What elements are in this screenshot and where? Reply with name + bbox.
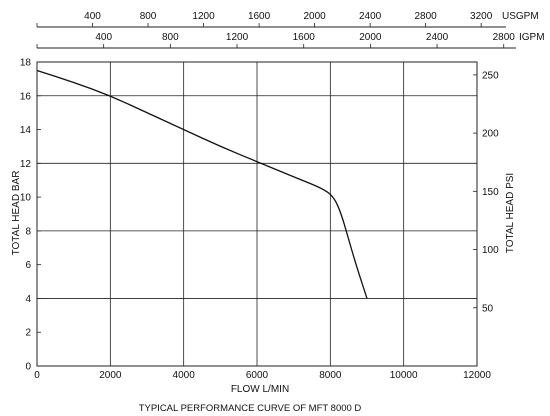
x-tick-label: 6000 <box>246 370 269 381</box>
y-tick-label: 12 <box>20 159 32 170</box>
y-axis-label-psi: TOTAL HEAD PSI <box>505 173 516 253</box>
igpm-tick-label: 800 <box>162 32 179 43</box>
series-layer <box>36 69 368 299</box>
y-tick-label: 6 <box>25 260 31 271</box>
y-tick-label: 8 <box>25 226 31 237</box>
psi-tick-label: 200 <box>482 129 499 140</box>
igpm-unit-label: IGPM <box>519 32 545 43</box>
performance-curve-line <box>36 69 368 299</box>
x-tick-label: 10000 <box>390 370 418 381</box>
y-tick-label: 4 <box>25 294 31 305</box>
y-tick-label: 2 <box>25 328 31 339</box>
psi-tick-label: 250 <box>482 70 499 81</box>
usgpm-tick-label: 400 <box>84 11 101 22</box>
psi-tick-label: 100 <box>482 245 499 256</box>
usgpm-tick-label: 1600 <box>248 11 271 22</box>
usgpm-tick-label: 3200 <box>470 11 493 22</box>
y-tick-label: 16 <box>20 91 32 102</box>
usgpm-tick-label: 2000 <box>303 11 326 22</box>
y-tick-label: 0 <box>25 362 31 373</box>
text-layer: 0 2000 4000 6000 8000 10000 12000 0 2 4 6 8 10 12 14 16… <box>20 11 545 381</box>
y-tick-label: 18 <box>20 58 32 69</box>
x-tick-label: 4000 <box>173 370 196 381</box>
usgpm-unit-label: USGPM <box>502 11 539 22</box>
usgpm-tick-label: 2400 <box>359 11 382 22</box>
igpm-tick-label: 1200 <box>226 32 249 43</box>
axes-layer <box>36 23 516 367</box>
x-tick-label: 8000 <box>319 370 342 381</box>
igpm-tick-label: 400 <box>95 32 112 43</box>
x-tick-label: 12000 <box>463 370 491 381</box>
psi-tick-label: 150 <box>482 187 499 198</box>
psi-tick-label: 50 <box>482 303 494 314</box>
igpm-tick-label: 2400 <box>426 32 449 43</box>
y-tick-label: 14 <box>20 125 32 136</box>
grid-lines <box>37 62 477 366</box>
igpm-tick-label: 2000 <box>359 32 382 43</box>
igpm-tick-label: 2800 <box>493 32 516 43</box>
y-tick-label: 10 <box>20 193 32 204</box>
x-axis-label: FLOW L/MIN <box>231 384 289 395</box>
chart-title: TYPICAL PERFORMANCE CURVE OF MFT 8000 D <box>139 403 362 414</box>
y-axis-label-bar: TOTAL HEAD BAR <box>11 171 22 256</box>
plot-frame <box>36 61 478 367</box>
usgpm-tick-label: 2800 <box>415 11 438 22</box>
usgpm-tick-label: 800 <box>140 11 157 22</box>
usgpm-tick-label: 1200 <box>192 11 215 22</box>
x-tick-label: 0 <box>34 370 40 381</box>
igpm-tick-label: 1600 <box>293 32 316 43</box>
x-tick-label: 2000 <box>99 370 122 381</box>
